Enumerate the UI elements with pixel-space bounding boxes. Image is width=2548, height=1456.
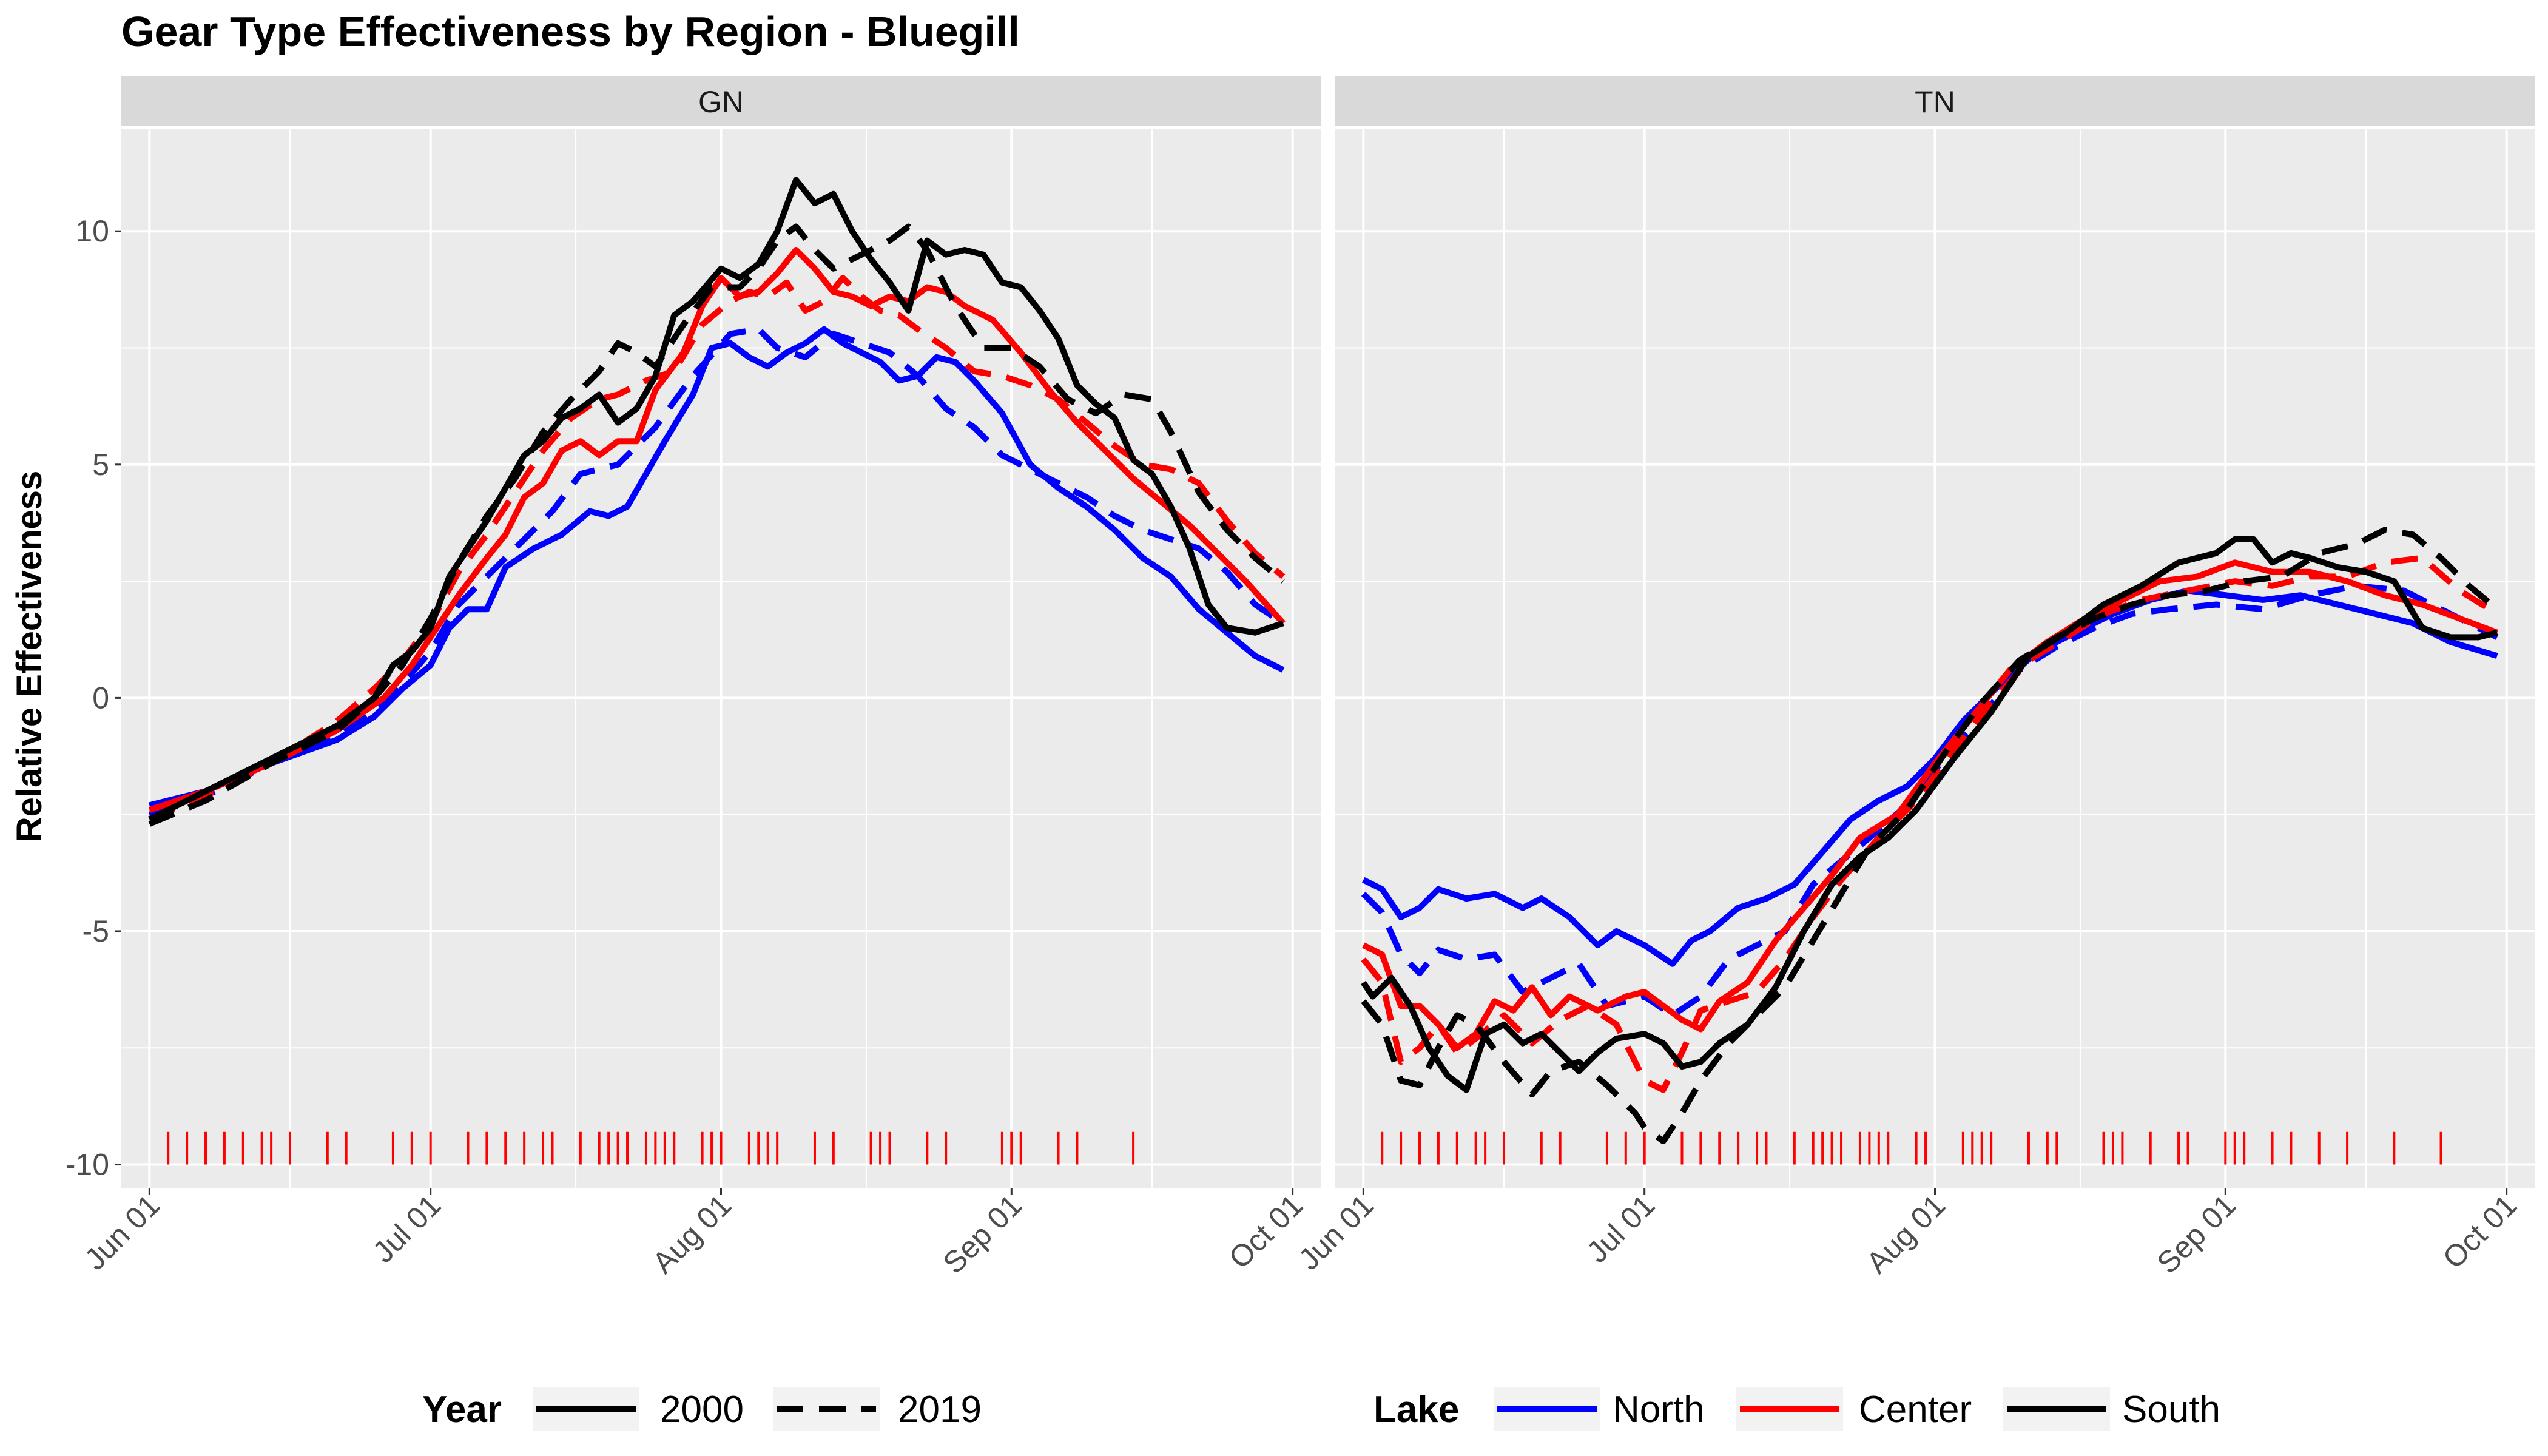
series-line-south-2000 xyxy=(148,177,1284,822)
y-tick-label: -10 xyxy=(66,1148,109,1182)
series-line-south-2000 xyxy=(1361,536,2498,1093)
x-tick-label: Oct 01 xyxy=(1222,1188,1310,1275)
legend-label-year: 2000 xyxy=(660,1389,744,1431)
facet-strip xyxy=(1335,76,2535,126)
legend-label-lake: North xyxy=(1613,1389,1705,1431)
legend: Year 2000 2019 Lake North Center South xyxy=(422,1387,2220,1431)
y-tick-label: -5 xyxy=(83,914,109,948)
x-tick-label: Sep 01 xyxy=(2150,1188,2242,1280)
legend-title-year: Year xyxy=(422,1389,502,1431)
series-line-south-2019 xyxy=(148,223,1286,827)
facet-strip xyxy=(121,76,1321,126)
y-axis-title: Relative Effectiveness xyxy=(10,471,49,843)
series-line-south-2019 xyxy=(1361,527,2499,1145)
x-tick-label: Aug 01 xyxy=(646,1188,738,1280)
x-tick-label: Jun 01 xyxy=(1292,1188,1380,1276)
y-tick-label: 5 xyxy=(92,448,109,482)
series-line-north-2019 xyxy=(1361,582,2499,1019)
x-tick-label: Oct 01 xyxy=(2436,1188,2524,1275)
y-tick-label: 0 xyxy=(92,681,109,715)
legend-label-year: 2019 xyxy=(898,1389,982,1431)
facet-panel-tn: TN Jun 01 Jul 01 Aug 01 Sep 01 Oct 01 xyxy=(1292,76,2535,1280)
x-tick-label: Jun 01 xyxy=(78,1188,166,1276)
facet-panel-gn: GN -10 -5 0 5 10 Jun 01 Jul 01 Aug 01 Sep 01 Oct 0… xyxy=(66,76,1321,1280)
facet-strip-label: GN xyxy=(698,85,744,119)
x-tick-label: Jul 01 xyxy=(1580,1188,1662,1269)
legend-label-lake: Center xyxy=(1859,1389,1972,1431)
chart-title: Gear Type Effectiveness by Region - Blue… xyxy=(121,8,1020,55)
series-line-north-2019 xyxy=(148,326,1285,818)
x-tick-label: Jul 01 xyxy=(366,1188,448,1269)
y-tick-label: 10 xyxy=(75,214,109,248)
x-tick-label: Aug 01 xyxy=(1860,1188,1952,1280)
series-line-center-2000 xyxy=(1362,559,2498,1051)
series-line-north-2000 xyxy=(1362,587,2498,967)
facets: GN -10 -5 0 5 10 Jun 01 Jul 01 Aug 01 Sep 01 Oct 0… xyxy=(66,76,2535,1280)
facet-strip-label: TN xyxy=(1915,85,1955,119)
series-line-north-2000 xyxy=(149,326,1285,809)
legend-label-lake: South xyxy=(2122,1389,2220,1431)
x-tick-label: Sep 01 xyxy=(936,1188,1028,1280)
series-line-center-2019 xyxy=(148,275,1286,823)
legend-title-lake: Lake xyxy=(1373,1389,1459,1431)
